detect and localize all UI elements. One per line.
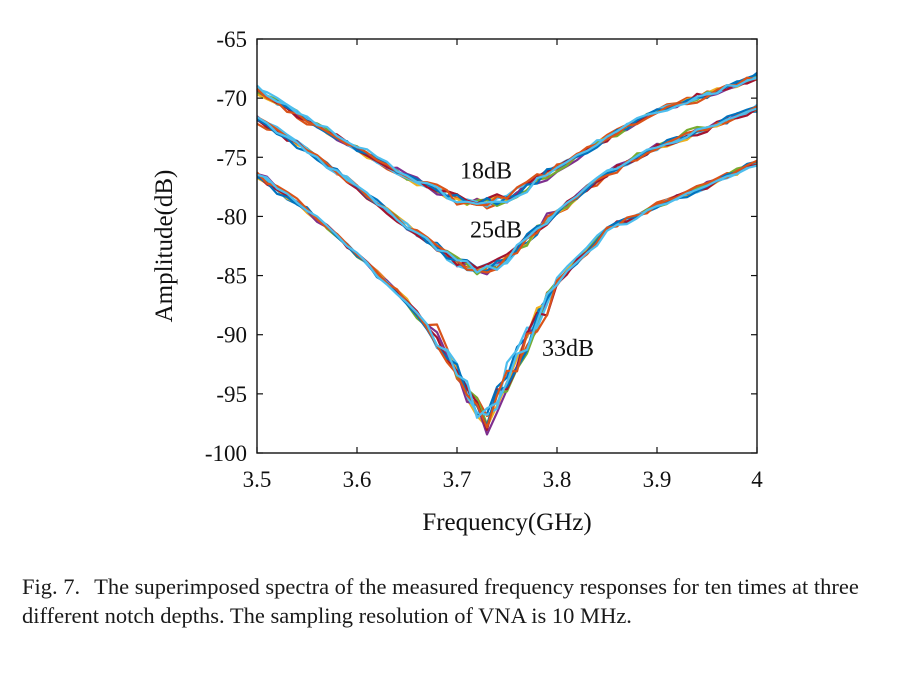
x-tick-label: 3.5 (243, 467, 272, 492)
caption-label: Fig. 7. (22, 574, 81, 599)
series-line (256, 75, 758, 210)
y-tick-label: -85 (216, 264, 247, 289)
y-tick-label: -75 (216, 145, 247, 170)
y-tick-label: -80 (216, 204, 247, 229)
series-line (256, 164, 758, 431)
series-line (256, 105, 758, 274)
line-chart: 18dB 25dB 33dB 3.5 3.6 3.7 3.8 3.9 4 -65 -70 -75 -8… (151, 27, 763, 536)
x-tick-label: 3.6 (343, 467, 372, 492)
series-line (256, 164, 758, 419)
series-line (256, 76, 758, 207)
y-axis-label: Amplitude(dB) (151, 170, 178, 323)
series-line (256, 103, 758, 271)
tick-layer: 3.5 3.6 3.7 3.8 3.9 4 -65 -70 -75 -80 -85 -90 -95 -10… (205, 27, 763, 492)
x-tick-label: 3.9 (643, 467, 672, 492)
chart-figure: 18dB 25dB 33dB 3.5 3.6 3.7 3.8 3.9 4 -65 -70 -75 -8… (151, 27, 763, 536)
y-tick-label: -100 (205, 441, 247, 466)
caption-text: The superimposed spectra of the measured… (22, 574, 859, 628)
notch-depth-label: 25dB (470, 218, 522, 244)
y-tick-label: -95 (216, 382, 247, 407)
notch-depth-label: 33dB (542, 336, 594, 362)
y-tick-label: -65 (216, 27, 247, 52)
x-axis-label: Frequency(GHz) (422, 509, 591, 536)
x-tick-label: 3.8 (543, 467, 572, 492)
x-tick-label: 3.7 (443, 467, 472, 492)
series-group-33dB (256, 159, 758, 436)
y-tick-label: -70 (216, 86, 247, 111)
series-group-18dB (256, 71, 758, 210)
x-tick-label: 4 (751, 467, 763, 492)
y-tick-label: -90 (216, 323, 247, 348)
notch-depth-label: 18dB (460, 159, 512, 185)
plot-frame (256, 38, 758, 454)
series-line (256, 107, 758, 274)
series-group-25dB (256, 103, 758, 276)
series-line (256, 76, 758, 205)
series-line (256, 159, 758, 429)
figure-caption: Fig. 7. The superimposed spectra of the m… (22, 572, 894, 630)
series-layer (256, 71, 758, 436)
annotation-layer: 18dB 25dB 33dB (460, 159, 594, 362)
